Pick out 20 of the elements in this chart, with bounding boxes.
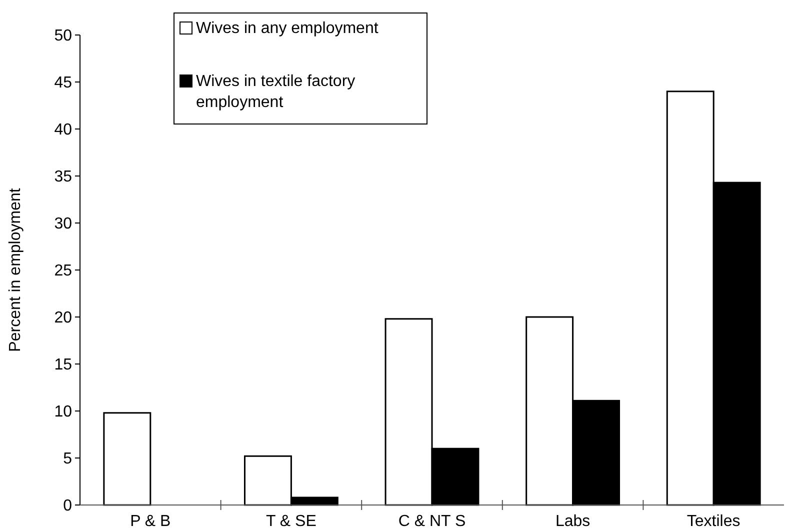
y-tick-label: 15 <box>54 356 72 374</box>
y-tick-label: 35 <box>54 168 72 186</box>
y-tick-label: 50 <box>54 28 72 45</box>
y-tick-label: 5 <box>63 450 72 468</box>
y-tick-label: 25 <box>54 262 72 280</box>
legend-label: Wives in textile factory employment <box>196 73 356 111</box>
bar <box>103 412 152 506</box>
y-tick-label: 45 <box>54 74 72 92</box>
x-tick-label: T & SE <box>266 513 316 530</box>
y-tick-label: 20 <box>54 310 72 327</box>
y-axis-title: Percent in employment <box>7 188 24 352</box>
y-tick-label: 30 <box>54 216 72 233</box>
x-tick-label: Textiles <box>686 513 740 530</box>
x-tick-label: P & B <box>130 513 171 530</box>
y-tick-label: 0 <box>63 498 72 515</box>
y-tick-label: 40 <box>54 122 72 139</box>
y-tick-label: 10 <box>54 404 72 421</box>
x-tick-label: C & NT S <box>398 513 466 530</box>
x-tick-label: Labs <box>555 513 590 530</box>
legend-label: Wives in any employment <box>196 20 379 37</box>
